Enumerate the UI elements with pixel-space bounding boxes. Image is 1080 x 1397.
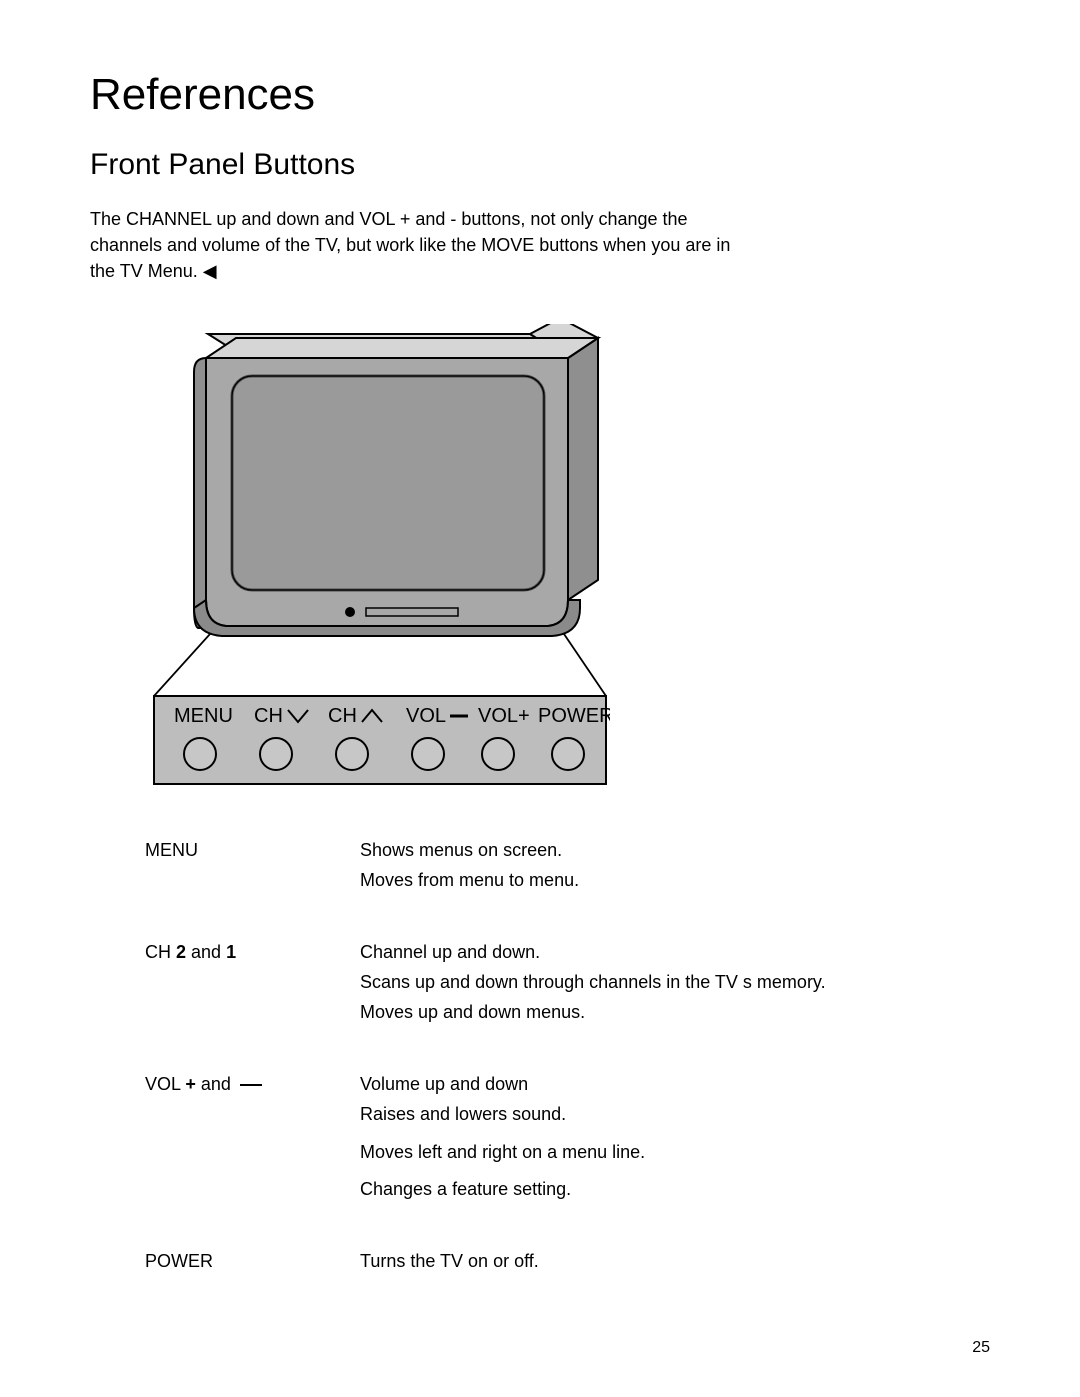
minus-icon bbox=[240, 1084, 262, 1086]
desc-line: Raises and lowers sound. bbox=[360, 1101, 645, 1129]
tv-diagram: MENU CH CH VOL VOL+ POWER bbox=[150, 324, 610, 799]
label-power: POWER bbox=[538, 705, 610, 727]
ir-sensor-icon bbox=[345, 607, 355, 617]
intro-paragraph: The CHANNEL up and down and VOL + and - … bbox=[90, 206, 750, 284]
label-ch-down: CH bbox=[254, 705, 283, 727]
label-part: 1 bbox=[226, 942, 236, 962]
label-part: VOL bbox=[145, 1074, 185, 1094]
desc-label-ch: CH 2 and 1 bbox=[145, 939, 360, 1029]
desc-line: Shows menus on screen. bbox=[360, 837, 579, 865]
desc-line: Scans up and down through channels in th… bbox=[360, 969, 826, 997]
label-part: 2 bbox=[176, 942, 186, 962]
desc-label-menu: MENU bbox=[145, 837, 360, 897]
desc-row-ch: CH 2 and 1 Channel up and down. Scans up… bbox=[145, 939, 990, 1029]
desc-line: Moves from menu to menu. bbox=[360, 867, 579, 895]
label-ch-up: CH bbox=[328, 705, 357, 727]
label-vol-down: VOL bbox=[406, 705, 446, 727]
description-list: MENU Shows menus on screen. Moves from m… bbox=[145, 837, 990, 1278]
label-menu: MENU bbox=[174, 705, 233, 727]
desc-row-menu: MENU Shows menus on screen. Moves from m… bbox=[145, 837, 990, 897]
menu-button[interactable] bbox=[184, 738, 216, 770]
callout-line-left bbox=[154, 634, 210, 696]
tv-side-face bbox=[568, 338, 598, 600]
desc-line: Volume up and down bbox=[360, 1071, 645, 1099]
ch-up-button[interactable] bbox=[336, 738, 368, 770]
desc-line: Channel up and down. bbox=[360, 939, 826, 967]
tv-top bbox=[206, 338, 598, 358]
desc-line: Turns the TV on or off. bbox=[360, 1248, 539, 1276]
ch-down-button[interactable] bbox=[260, 738, 292, 770]
desc-label-power: POWER bbox=[145, 1248, 360, 1278]
desc-line: Moves up and down menus. bbox=[360, 999, 826, 1027]
section-subtitle: Front Panel Buttons bbox=[90, 148, 990, 182]
desc-line: Changes a feature setting. bbox=[360, 1176, 645, 1204]
page-number: 25 bbox=[972, 1339, 990, 1357]
label-part: + bbox=[185, 1074, 196, 1094]
vol-up-button[interactable] bbox=[482, 738, 514, 770]
desc-line: Moves left and right on a menu line. bbox=[360, 1139, 645, 1167]
desc-label-vol: VOL + and bbox=[145, 1071, 360, 1207]
label-part: and bbox=[196, 1074, 236, 1094]
label-part: CH bbox=[145, 942, 176, 962]
desc-text-power: Turns the TV on or off. bbox=[360, 1248, 539, 1278]
desc-row-vol: VOL + and Volume up and down Raises and … bbox=[145, 1071, 990, 1207]
power-button[interactable] bbox=[552, 738, 584, 770]
callout-line-right bbox=[564, 634, 606, 696]
tv-screen bbox=[232, 376, 544, 590]
vol-down-button[interactable] bbox=[412, 738, 444, 770]
label-vol-up: VOL+ bbox=[478, 705, 530, 727]
desc-text-ch: Channel up and down. Scans up and down t… bbox=[360, 939, 826, 1029]
label-part: and bbox=[186, 942, 226, 962]
desc-row-power: POWER Turns the TV on or off. bbox=[145, 1248, 990, 1278]
desc-text-menu: Shows menus on screen. Moves from menu t… bbox=[360, 837, 579, 897]
page-title: References bbox=[90, 70, 990, 120]
desc-text-vol: Volume up and down Raises and lowers sou… bbox=[360, 1071, 645, 1207]
